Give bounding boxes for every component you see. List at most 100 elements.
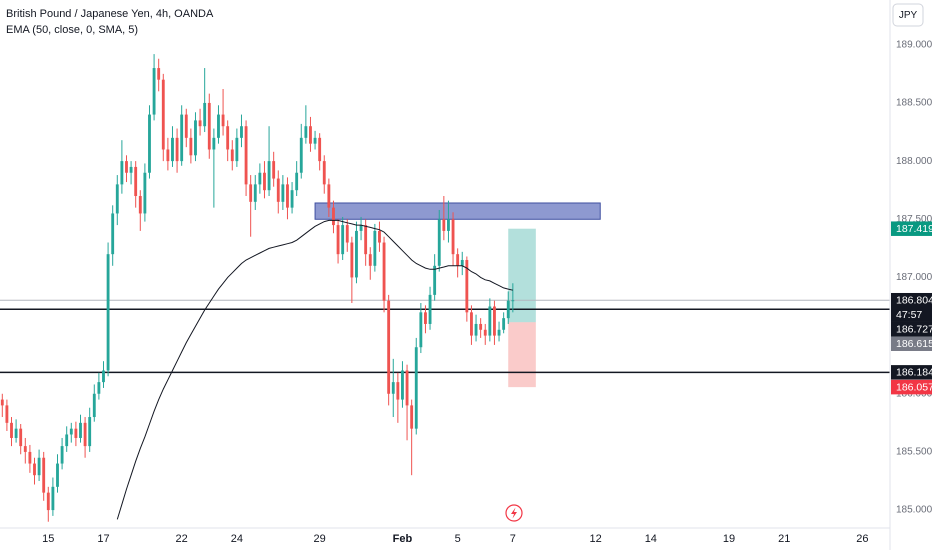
- x-tick-label: 24: [231, 533, 243, 545]
- candle-body: [355, 230, 358, 278]
- candle-body: [451, 219, 455, 255]
- price-label-bg: [891, 379, 932, 395]
- candle-body: [143, 172, 147, 214]
- candle-body: [437, 219, 441, 266]
- candle-body: [442, 219, 446, 231]
- candle-body: [249, 184, 253, 202]
- price-label-bg: [891, 365, 932, 380]
- candle-body: [138, 196, 142, 214]
- candle-body: [410, 405, 414, 429]
- price-label-bg: [891, 292, 932, 322]
- candle-body: [92, 393, 96, 418]
- candle-body: [207, 102, 211, 150]
- candle-body: [456, 254, 460, 266]
- candle-body: [253, 184, 257, 202]
- candle-body: [258, 172, 262, 185]
- price-label: 186.184: [896, 367, 932, 379]
- candle-body: [37, 457, 41, 476]
- chart-title: British Pound / Japanese Yen, 4h, OANDA: [6, 8, 214, 20]
- candle-body: [240, 126, 243, 138]
- candle-body: [69, 428, 73, 435]
- candle-body: [304, 126, 308, 138]
- candle-body: [120, 161, 124, 185]
- x-tick-label: 5: [455, 533, 461, 545]
- candle-body: [97, 382, 101, 394]
- candle-body: [341, 225, 345, 255]
- alert-icon[interactable]: [505, 504, 523, 522]
- candle-body: [60, 446, 64, 464]
- price-label-bg: [891, 221, 932, 236]
- candle-body: [318, 137, 322, 162]
- candle-body: [129, 166, 133, 173]
- candle-body: [336, 225, 340, 255]
- candle-body: [161, 79, 165, 150]
- candle-body: [28, 451, 32, 464]
- candle-body: [497, 329, 501, 336]
- candle-body: [359, 225, 363, 231]
- y-tick-label: 185.000: [896, 505, 932, 516]
- candle-body: [401, 370, 404, 400]
- candle-body: [502, 318, 506, 330]
- y-tick-label: 187.500: [896, 214, 932, 225]
- candle-body: [230, 149, 234, 162]
- x-tick-label: 17: [97, 533, 109, 545]
- candle-body: [414, 347, 418, 429]
- y-tick-label: 188.000: [896, 156, 932, 167]
- x-tick-label: 21: [778, 533, 790, 545]
- candle-body: [295, 172, 299, 191]
- candle-body: [511, 300, 515, 302]
- indicator-legend: EMA (50, close, 0, SMA, 5): [6, 24, 138, 36]
- candle-body: [286, 184, 289, 208]
- x-tick-label: 29: [314, 533, 326, 545]
- candle-body: [175, 137, 179, 162]
- candle-body: [474, 323, 478, 336]
- candle-body: [405, 370, 409, 406]
- candle-body: [83, 422, 87, 447]
- candle-body: [419, 312, 423, 348]
- candle-body: [368, 254, 372, 266]
- price-label: 186.727: [896, 324, 932, 336]
- candle-body: [212, 137, 216, 150]
- candle-body: [217, 114, 220, 138]
- candle-body: [157, 68, 161, 80]
- candle-body: [46, 492, 50, 511]
- candle-body: [428, 294, 432, 324]
- candle-body: [345, 225, 349, 243]
- candle-body: [189, 137, 193, 156]
- candle-body: [19, 428, 23, 447]
- candle-body: [180, 114, 184, 162]
- x-tick-label: Feb: [393, 533, 413, 545]
- candle-body: [244, 126, 248, 185]
- price-label-bg: [891, 336, 932, 351]
- candle-body: [152, 68, 156, 115]
- candle-body: [203, 102, 207, 127]
- candle-body: [221, 114, 225, 127]
- candle-body: [23, 446, 27, 452]
- candle-body: [184, 114, 188, 138]
- candle-body: [332, 207, 335, 226]
- x-tick-label: 26: [856, 533, 868, 545]
- resistance-zone: [314, 202, 601, 220]
- candle-body: [79, 422, 82, 438]
- candle-body: [74, 428, 78, 438]
- candle-body: [102, 370, 105, 383]
- countdown: 47:57: [896, 309, 922, 321]
- currency-button-label[interactable]: JPY: [899, 10, 918, 21]
- candle-body: [134, 166, 138, 197]
- candle-body: [373, 230, 377, 266]
- candle-body: [88, 417, 92, 447]
- candle-body: [309, 126, 312, 144]
- candle-body: [263, 172, 266, 191]
- y-tick-label: 187.000: [896, 272, 932, 283]
- candle-body: [267, 161, 271, 191]
- candle-body: [470, 312, 473, 336]
- candle-body: [111, 213, 115, 255]
- y-tick-label: 189.000: [896, 39, 932, 50]
- candle-body: [5, 405, 9, 423]
- candle-body: [460, 259, 464, 266]
- candle-body: [396, 382, 400, 400]
- x-tick-label: 12: [590, 533, 602, 545]
- x-tick-label: 22: [176, 533, 188, 545]
- candle-body: [313, 137, 317, 144]
- currency-button[interactable]: [892, 3, 924, 27]
